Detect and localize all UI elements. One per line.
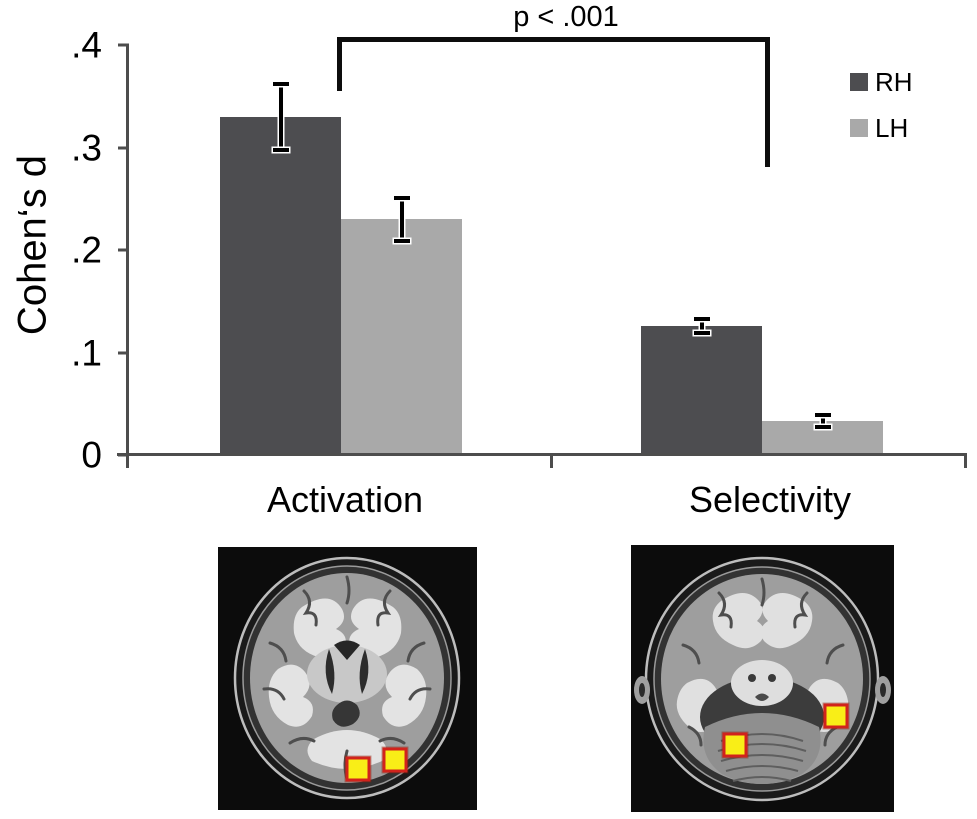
- legend: RH LH: [850, 69, 913, 164]
- legend-label-lh: LH: [875, 112, 909, 143]
- y-tick-mark: [118, 43, 129, 47]
- category-label-selectivity: Selectivity: [688, 479, 852, 520]
- significance-bracket-right-leg: [765, 37, 770, 167]
- roi-marker: [345, 756, 371, 782]
- significance-bracket-left-leg: [337, 37, 342, 91]
- error-bar-rh-selectivity: [693, 316, 710, 336]
- x-axis-tick-mid: [550, 455, 553, 468]
- plot-area: [128, 45, 967, 468]
- roi-marker: [823, 703, 849, 729]
- y-tick-label: .4: [71, 24, 102, 66]
- error-bar-lh-activation: [393, 195, 410, 243]
- legend-item-rh: RH: [850, 69, 913, 95]
- roi-marker: [382, 747, 408, 773]
- brain-image-selectivity: [631, 545, 894, 812]
- y-axis-ticks: .4 .3 .2 .1 0: [0, 27, 129, 474]
- category-label-activation: Activation: [266, 479, 424, 520]
- error-bar-rh-activation: [272, 81, 289, 152]
- p-value-label: p < .001: [513, 1, 619, 33]
- x-axis-line: [117, 453, 967, 456]
- y-tick-mark: [118, 351, 129, 354]
- y-tick-label: .3: [71, 127, 102, 168]
- x-axis-tick-end: [964, 455, 967, 468]
- y-tick-label: .2: [71, 229, 102, 271]
- brain-image-activation: [218, 547, 477, 810]
- bar-rh-activation: [220, 116, 341, 455]
- roi-marker: [722, 732, 748, 758]
- error-bar-lh-selectivity: [814, 413, 831, 430]
- axial-brain-mri-icon: [218, 547, 477, 810]
- y-tick-label: 0: [81, 434, 102, 476]
- legend-item-lh: LH: [850, 115, 913, 141]
- y-axis-line: [126, 45, 129, 468]
- y-tick-mark: [118, 146, 129, 149]
- y-tick-label: .1: [71, 332, 102, 373]
- bar-rh-selectivity: [641, 325, 762, 455]
- significance-bracket-bar: [337, 37, 770, 42]
- axial-brain-mri-icon: [631, 545, 894, 812]
- y-tick-mark: [118, 248, 129, 252]
- rh-swatch-icon: [850, 72, 868, 91]
- legend-label-rh: RH: [875, 66, 913, 97]
- lh-swatch-icon: [850, 118, 868, 137]
- bar-lh-activation: [341, 219, 462, 455]
